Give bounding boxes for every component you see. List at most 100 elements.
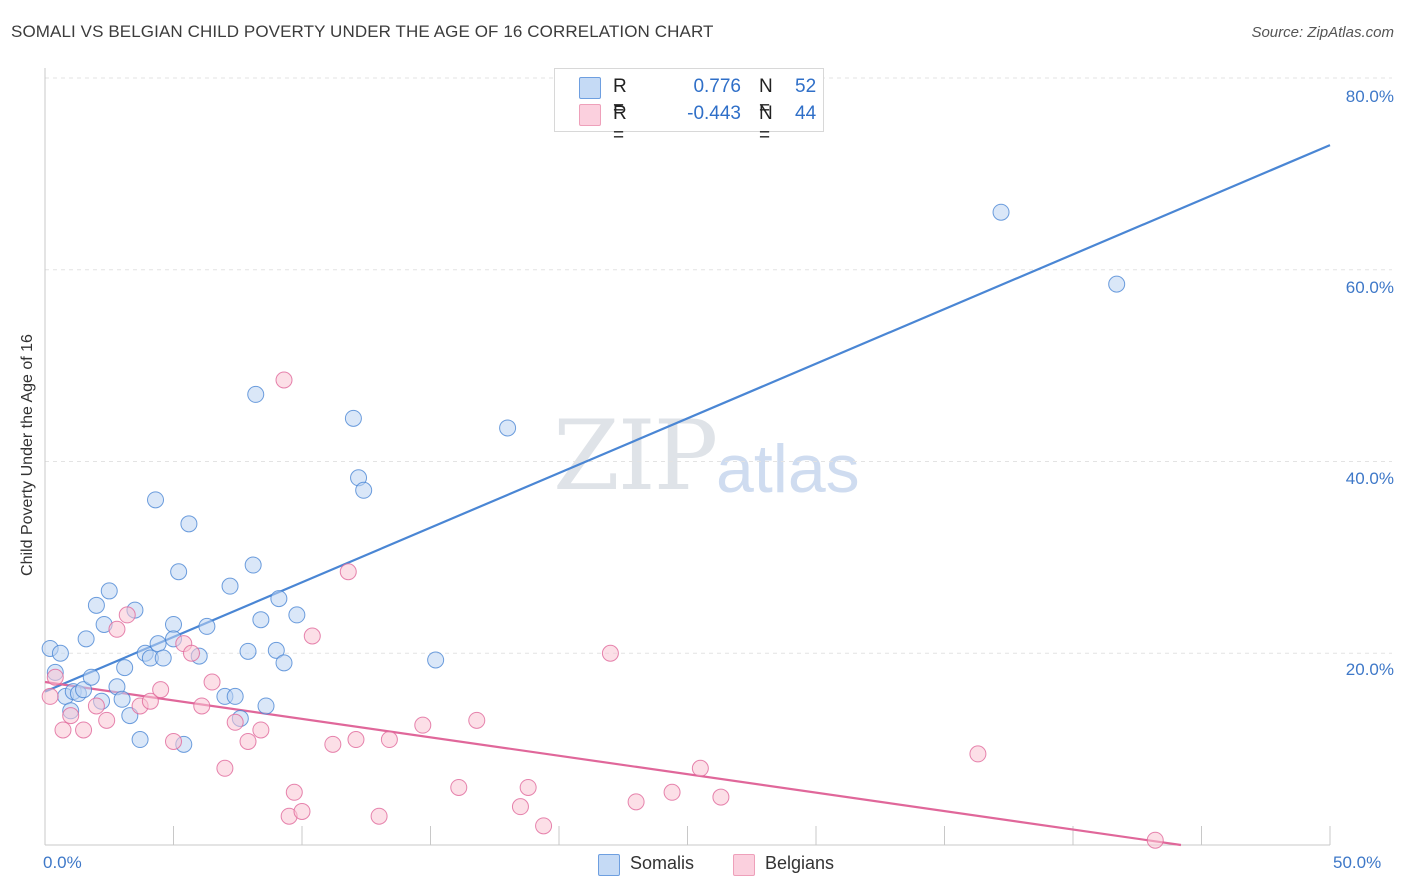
belgian-point [275,371,293,389]
belgians-swatch [733,854,755,876]
somali-point [113,690,131,708]
somali-point [355,481,373,499]
r-label: R = [613,76,627,119]
belgian-point [303,627,321,645]
belgian-point [691,759,709,777]
somali-point [165,615,182,633]
belgian-point [108,620,126,638]
somali-point [239,642,257,660]
somali-point [116,659,134,677]
somali-point [275,654,293,672]
belgian-point [239,732,257,750]
belgian-point [203,673,221,691]
n-label: N = [759,76,773,119]
somali-point [82,668,100,686]
belgian-point [165,732,182,750]
somali-point [499,419,517,437]
somali-point [180,515,198,533]
belgian-point [324,735,342,753]
belgian-point [380,731,398,749]
somali-point [288,606,306,624]
legend-label: Somalis [630,853,695,873]
r-label: R = [613,103,627,146]
chart-title: SOMALI VS BELGIAN CHILD POVERTY UNDER TH… [11,22,714,41]
belgian-point [663,783,681,801]
belgian-point [141,692,159,710]
source-credit: Source: ZipAtlas.com [1251,24,1394,41]
belgian-point [87,697,105,715]
somali-point [247,385,265,403]
somali-point [149,635,167,653]
y-axis-label: Child Poverty Under the Age of 16 [19,334,36,576]
belgian-point [226,713,244,731]
y-tick-label: 60.0% [1345,278,1394,297]
belgian-point [54,721,72,739]
somali-point [270,590,288,608]
belgian-point [152,681,170,699]
n-value: 44 [795,103,817,124]
somali-point [257,697,275,715]
belgian-point [216,759,234,777]
somali-point [226,687,244,705]
belgian-point [370,807,388,825]
watermark-atlas: atlas [716,431,860,507]
watermark-zip: ZIP [553,400,718,512]
somali-point [198,617,216,635]
x-tick-label: 50.0% [1333,853,1382,872]
belgian-point [62,707,80,725]
somali-point [221,577,239,595]
x-tick-label: 0.0% [43,853,82,872]
somali-point [267,641,285,659]
belgian-point [75,721,93,739]
somali-point [100,582,118,600]
belgian-point [712,788,730,806]
belgian-point [98,711,116,729]
somali-point [244,556,262,574]
somali-trend-line [44,144,1331,693]
somali-point [75,681,93,699]
somali-point [131,731,149,749]
somali-point [252,611,270,629]
belgian-point [519,778,537,796]
legend-label: Belgians [765,853,835,873]
somali-point [51,644,69,662]
belgian-point [347,731,365,749]
somali-point [154,649,172,667]
belgian-point [118,606,136,624]
belgian-point [511,798,529,816]
belgian-point [627,793,645,811]
r-value: 0.776 [693,76,741,97]
correlation-legend: R = 0.776 N = 52 R = -0.443 N = 44 [554,68,824,146]
data-points [41,203,1164,849]
belgian-point [293,802,311,820]
belgians-swatch [579,104,601,126]
belgian-point [339,563,357,581]
trend-lines [44,144,1331,847]
y-tick-label: 80.0% [1345,87,1394,106]
belgian-point [285,783,303,801]
somalis-swatch [598,854,620,876]
n-value: 52 [795,76,817,97]
somali-point [992,203,1010,221]
n-label: N = [759,103,773,146]
belgian-point [41,687,59,705]
somali-point [147,491,165,509]
y-tick-label: 20.0% [1345,660,1394,679]
somali-point [170,563,188,581]
belgian-point [468,711,486,729]
y-tick-label: 40.0% [1345,469,1394,488]
belgian-point [182,644,200,662]
somali-point [427,651,445,669]
belgian-trend-line [44,680,1182,847]
belgian-point [969,745,987,763]
belgian-point [535,817,553,835]
somali-point [87,596,105,614]
somali-point [77,630,95,648]
somali-point [344,409,362,427]
belgian-point [414,716,432,734]
belgian-point [601,644,619,662]
belgian-point [1146,831,1164,849]
belgian-point [252,721,270,739]
belgian-point [450,778,468,796]
r-value: -0.443 [687,103,741,124]
